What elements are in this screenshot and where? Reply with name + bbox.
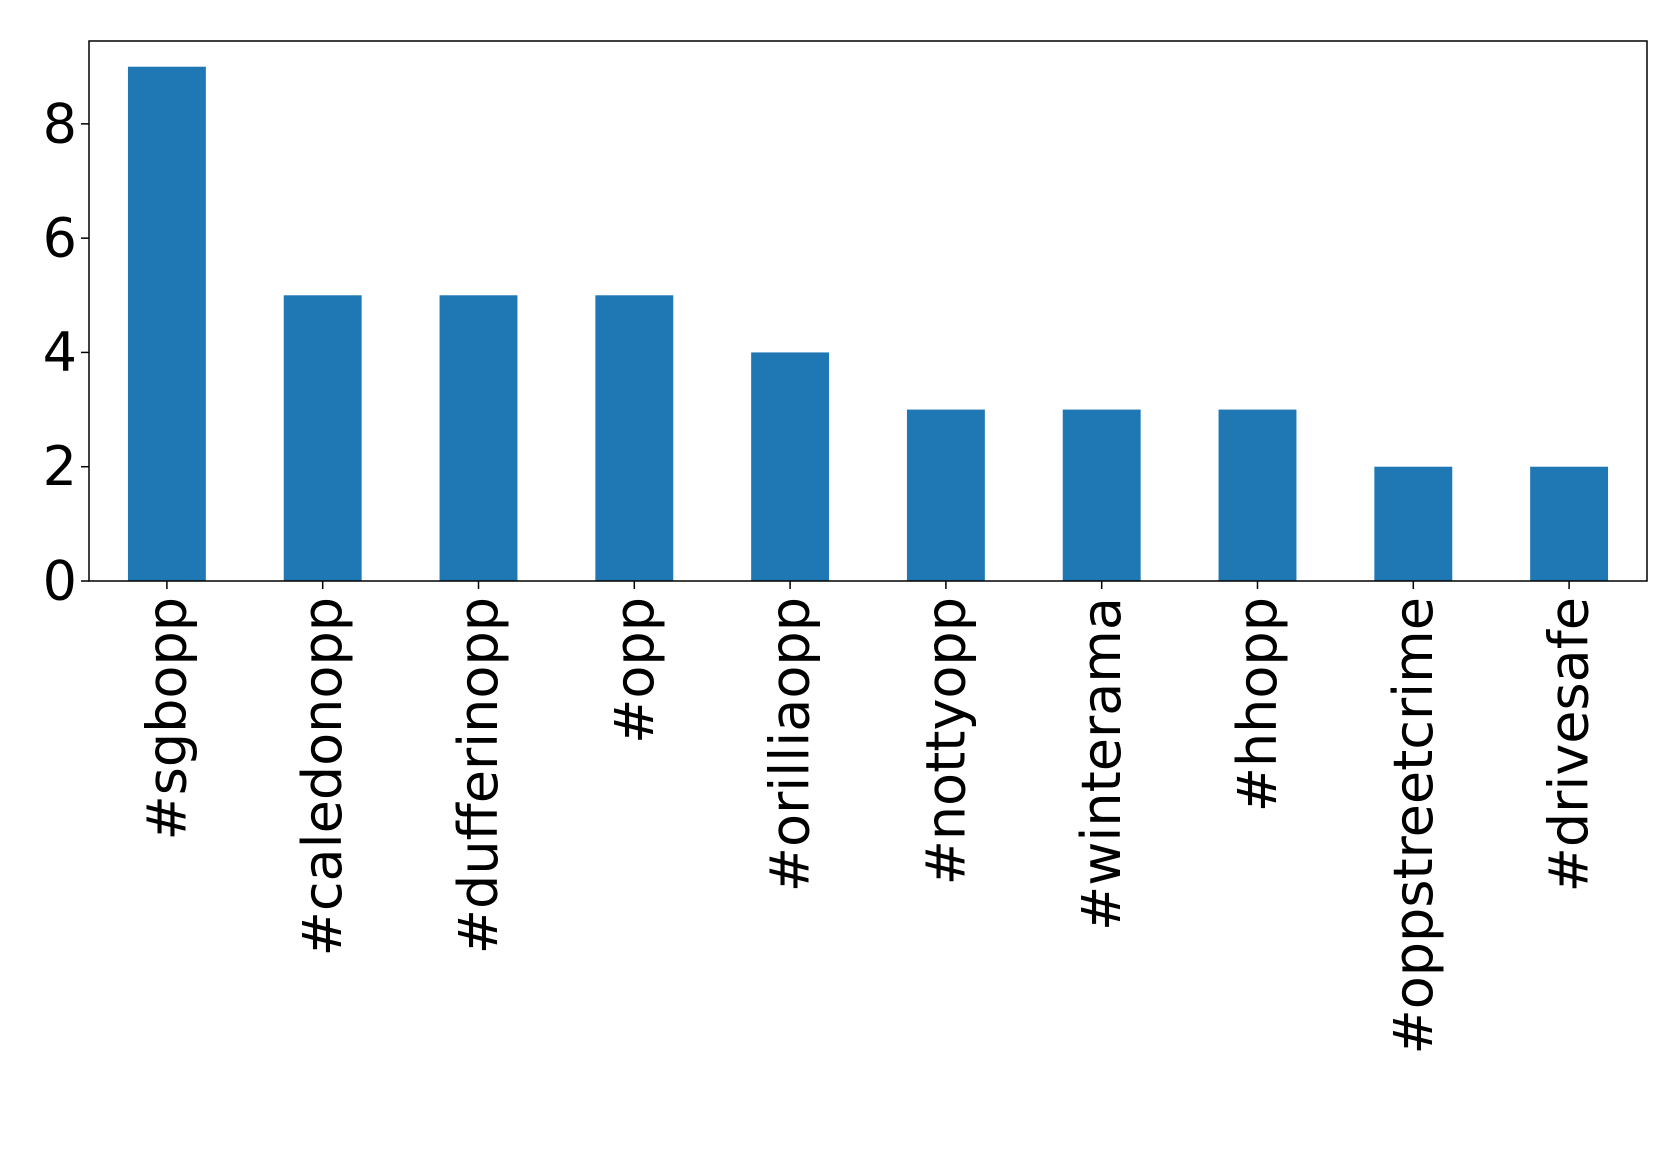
x-tick-label: #winterama — [1070, 597, 1133, 931]
bar-caledonopp — [283, 295, 362, 581]
y-tick-label: 2 — [43, 435, 77, 498]
bar-opp — [595, 295, 674, 581]
bar-orilliaopp — [751, 352, 830, 581]
bars-layer — [127, 66, 1609, 581]
bar-winterama — [1062, 409, 1141, 581]
x-tick-label: #caledonopp — [291, 597, 354, 956]
x-tick-label: #oppstreetcrime — [1382, 597, 1445, 1055]
bar-oppstreetcrime — [1374, 466, 1453, 581]
bar-hhopp — [1218, 409, 1297, 581]
x-tick-label: #hhopp — [1226, 597, 1289, 812]
x-tick-label: #orilliaopp — [759, 597, 822, 892]
y-tick-label: 4 — [43, 321, 77, 384]
x-tick-label: #nottyopp — [914, 597, 977, 885]
x-tick-label: #sgbopp — [135, 597, 198, 841]
y-tick-label: 6 — [43, 207, 77, 270]
x-tick-label: #dufferinopp — [447, 597, 510, 954]
bar-dufferinopp — [439, 295, 518, 581]
plot-frame — [88, 40, 1648, 582]
x-tick-label: #opp — [603, 597, 666, 744]
bar-sgbopp — [127, 66, 206, 581]
bar-nottyopp — [906, 409, 985, 581]
bar-drivesafe — [1530, 466, 1609, 581]
x-tick-label: #drivesafe — [1538, 597, 1601, 892]
y-tick-label: 0 — [43, 550, 77, 613]
x-axis: #sgbopp #caledonopp #dufferinopp #opp #orill… — [135, 581, 1601, 1055]
y-tick-label: 8 — [43, 92, 77, 155]
y-axis: 0 2 4 6 8 — [43, 92, 89, 613]
